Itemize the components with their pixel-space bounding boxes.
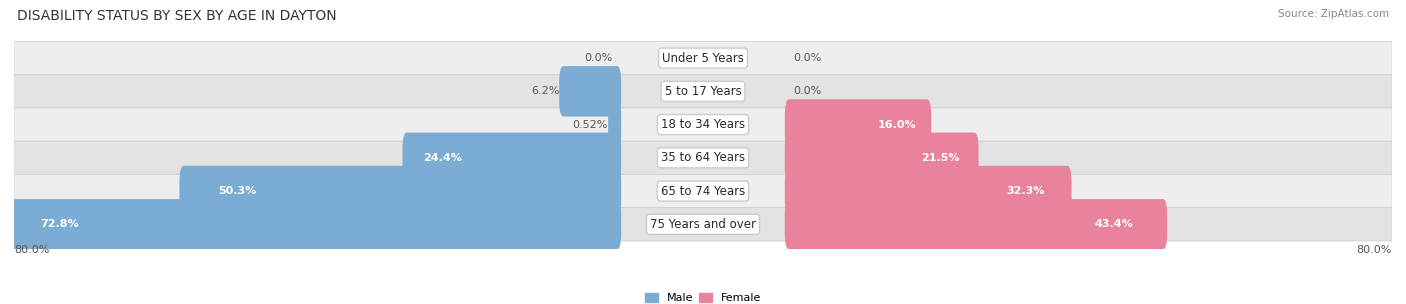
FancyBboxPatch shape (785, 133, 979, 183)
Text: 0.52%: 0.52% (572, 119, 609, 130)
Text: Source: ZipAtlas.com: Source: ZipAtlas.com (1278, 9, 1389, 19)
Text: 0.0%: 0.0% (585, 53, 613, 63)
Text: 75 Years and over: 75 Years and over (650, 218, 756, 231)
Text: 72.8%: 72.8% (41, 219, 79, 229)
Text: 80.0%: 80.0% (1357, 245, 1392, 255)
Text: 24.4%: 24.4% (423, 153, 463, 163)
FancyBboxPatch shape (560, 66, 621, 117)
Text: Under 5 Years: Under 5 Years (662, 52, 744, 64)
Text: 0.0%: 0.0% (793, 53, 821, 63)
Text: 0.0%: 0.0% (793, 86, 821, 96)
FancyBboxPatch shape (14, 108, 1392, 141)
FancyBboxPatch shape (785, 166, 1071, 216)
Text: 43.4%: 43.4% (1094, 219, 1133, 229)
Text: 50.3%: 50.3% (218, 186, 257, 196)
Text: 18 to 34 Years: 18 to 34 Years (661, 118, 745, 131)
Text: 5 to 17 Years: 5 to 17 Years (665, 85, 741, 98)
Text: 65 to 74 Years: 65 to 74 Years (661, 185, 745, 198)
FancyBboxPatch shape (180, 166, 621, 216)
Text: DISABILITY STATUS BY SEX BY AGE IN DAYTON: DISABILITY STATUS BY SEX BY AGE IN DAYTO… (17, 9, 336, 23)
Text: 21.5%: 21.5% (921, 153, 959, 163)
FancyBboxPatch shape (14, 174, 1392, 208)
FancyBboxPatch shape (14, 41, 1392, 75)
Text: 6.2%: 6.2% (531, 86, 560, 96)
Text: 32.3%: 32.3% (1007, 186, 1045, 196)
FancyBboxPatch shape (14, 141, 1392, 174)
FancyBboxPatch shape (0, 199, 621, 250)
Legend: Male, Female: Male, Female (640, 288, 766, 304)
FancyBboxPatch shape (785, 99, 931, 150)
FancyBboxPatch shape (609, 99, 621, 150)
FancyBboxPatch shape (14, 208, 1392, 241)
FancyBboxPatch shape (785, 199, 1167, 250)
FancyBboxPatch shape (402, 133, 621, 183)
Text: 35 to 64 Years: 35 to 64 Years (661, 151, 745, 164)
Text: 80.0%: 80.0% (14, 245, 49, 255)
Text: 16.0%: 16.0% (877, 119, 915, 130)
FancyBboxPatch shape (14, 75, 1392, 108)
